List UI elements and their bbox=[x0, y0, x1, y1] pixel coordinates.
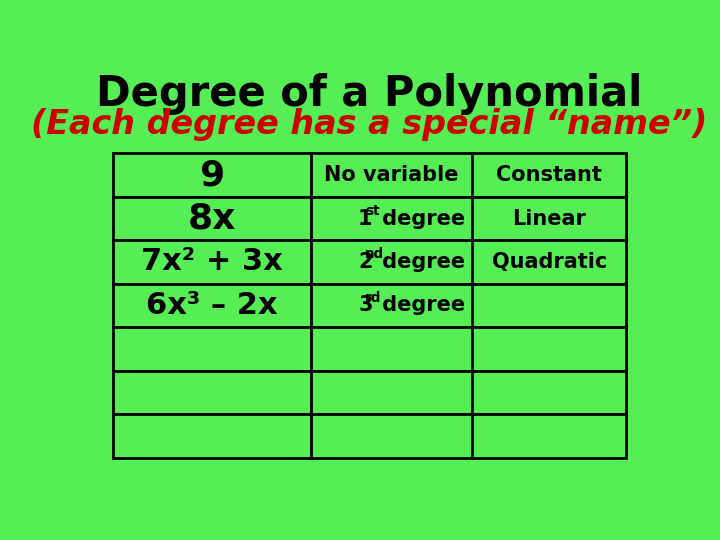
Bar bbox=[311, 327, 472, 370]
Text: 9: 9 bbox=[199, 158, 225, 192]
Bar bbox=[113, 327, 311, 370]
Text: (Each degree has a special “name”): (Each degree has a special “name”) bbox=[31, 107, 707, 140]
Bar bbox=[472, 153, 626, 197]
Bar bbox=[311, 284, 472, 327]
Text: 3: 3 bbox=[358, 295, 372, 315]
Bar bbox=[472, 284, 626, 327]
Text: Linear: Linear bbox=[513, 208, 586, 228]
Text: 6x³ – 2x: 6x³ – 2x bbox=[146, 291, 278, 320]
Text: 2: 2 bbox=[358, 252, 372, 272]
Bar bbox=[311, 370, 472, 414]
Text: Degree of a Polynomial: Degree of a Polynomial bbox=[96, 73, 642, 115]
Text: degree: degree bbox=[374, 208, 465, 228]
Bar bbox=[113, 153, 311, 197]
Text: 1: 1 bbox=[358, 208, 372, 228]
Bar bbox=[472, 240, 626, 284]
Text: st: st bbox=[365, 204, 379, 218]
Bar bbox=[472, 370, 626, 414]
Text: rd: rd bbox=[365, 291, 382, 305]
Bar bbox=[472, 327, 626, 370]
Bar bbox=[113, 284, 311, 327]
Bar bbox=[113, 414, 311, 457]
Text: 8x: 8x bbox=[188, 201, 236, 235]
Bar bbox=[311, 414, 472, 457]
Text: 7x² + 3x: 7x² + 3x bbox=[141, 247, 283, 276]
Text: degree: degree bbox=[374, 252, 465, 272]
Text: nd: nd bbox=[365, 247, 384, 261]
Text: degree: degree bbox=[374, 295, 465, 315]
Bar bbox=[113, 197, 311, 240]
Bar bbox=[311, 240, 472, 284]
Bar bbox=[113, 370, 311, 414]
Bar bbox=[311, 153, 472, 197]
Bar bbox=[472, 197, 626, 240]
Bar bbox=[311, 197, 472, 240]
Bar bbox=[113, 240, 311, 284]
Text: Constant: Constant bbox=[496, 165, 602, 185]
Bar bbox=[472, 414, 626, 457]
Text: Quadratic: Quadratic bbox=[492, 252, 607, 272]
Text: No variable: No variable bbox=[324, 165, 459, 185]
